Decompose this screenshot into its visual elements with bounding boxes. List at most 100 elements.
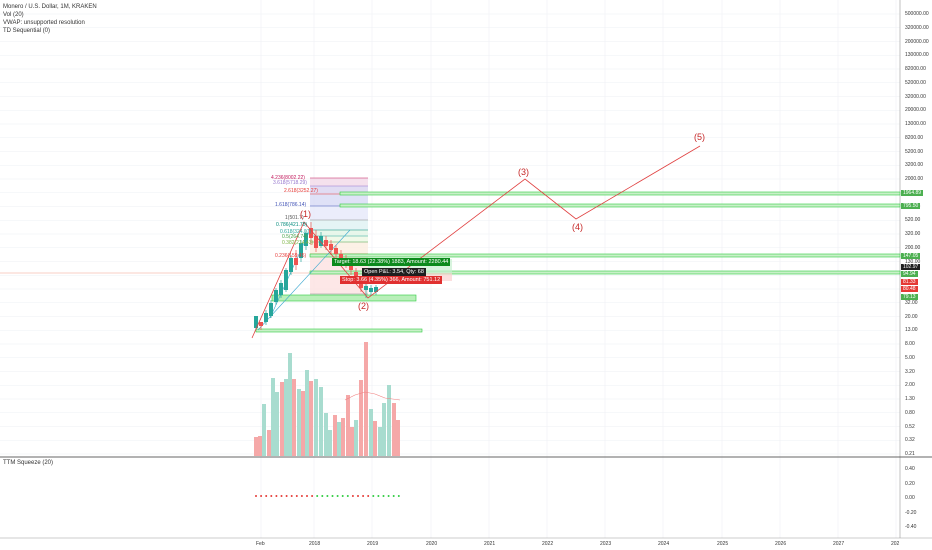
candlestick-series[interactable] [254,222,378,330]
candle-body [319,236,323,246]
candle-body [264,313,268,322]
volume-bar [288,353,292,456]
price-tick: 32000.00 [905,93,926,100]
volume-bar [305,370,309,456]
time-tick: 2018 [309,541,321,547]
time-tick: 2022 [542,541,554,547]
fib-level-label: 0.618(324.07) [280,229,312,235]
price-tick: 20000.00 [905,107,926,114]
squeeze-dot [270,495,273,497]
volume-bar [328,430,332,456]
price-tag: 80.48 [901,286,918,292]
volume-bar [284,379,288,456]
price-tick: 2000.00 [905,176,924,182]
price-tag: 147.05 [901,253,921,259]
volume-bar [314,379,318,456]
candle-body [274,290,278,302]
legend-symbol[interactable]: Monero / U.S. Dollar, 1M, KRAKEN [3,4,97,10]
price-tick: 82000.00 [905,66,926,72]
price-tick: 0.80 [905,409,915,416]
price-tick: 200.00 [905,244,921,251]
fib-level-label: 0.786(421.78) [276,222,308,228]
price-tick: 200000.00 [905,38,929,45]
squeeze-dot [265,495,268,497]
volume-bar [387,385,391,456]
price-tick: 130.00 [905,258,921,265]
price-tag: 94.94 [901,271,918,277]
candle-body [289,258,293,272]
squeeze-tick: 0.20 [905,480,915,487]
legend-vwap[interactable]: VWAP: unsupported resolution [3,20,85,26]
time-tick: 2021 [484,541,496,547]
squeeze-dot [382,495,385,497]
legend-td[interactable]: TD Sequential (0) [3,28,51,34]
candle-body [324,240,328,246]
candle-body [334,248,338,254]
target-label[interactable]: Target: 18.63 (22.38%) 1883, Amount: 228… [332,258,451,266]
candle-body [364,286,368,290]
squeeze-tick: -0.20 [905,509,917,516]
wave-label: (1) [300,209,311,219]
price-tag: 81.33 [901,279,918,285]
stop-label[interactable]: Stop: 3.66 (4.35%) 366, Amount: 751.12 [340,276,443,284]
squeeze-tick: 0.00 [905,495,915,501]
squeeze-dot [341,495,344,497]
price-tick: 52000.00 [905,79,926,86]
candle-body [354,272,358,278]
price-tag: 79.13 [901,294,918,300]
price-tick: 32.00 [905,299,918,306]
price-tag: 1964.89 [901,190,924,196]
price-tag: 102.97 [901,264,921,270]
volume-bar [373,421,377,456]
wave-label: (4) [572,222,583,232]
candle-body [369,288,373,292]
price-tick: 8.00 [905,341,915,347]
time-tick: 2025 [717,541,729,547]
squeeze-tick: 0.40 [905,466,915,472]
squeeze-dot [275,495,278,497]
volume-bar [341,418,345,456]
volume-bar [258,436,262,456]
squeeze-dot [316,495,319,497]
candle-body [339,254,343,258]
volume-bar [354,420,358,456]
squeeze-title[interactable]: TTM Squeeze (20) [3,460,54,466]
squeeze-dot [290,495,293,497]
volume-bar [301,391,305,456]
fib-level-label: 4.236(8002.22) [271,175,305,181]
price-tick: 500000.00 [905,11,929,17]
candle-body [304,233,308,246]
fib-level-label: 0.5(264.74) [282,234,308,240]
price-tick: 8200.00 [905,134,924,141]
volume-bar [280,382,284,456]
candle-body [314,236,318,248]
price-tick: 520.00 [905,217,921,224]
squeeze-dot [377,495,380,497]
price-tick: 20.00 [905,313,918,320]
volume-bar [396,420,400,456]
volume-bars [254,342,400,456]
open-pl-label[interactable]: Open P&L: 3.54, Qty: 68 [362,268,426,276]
squeeze-dot [346,495,349,497]
price-tick: 0.52 [905,423,915,430]
fib-level-label: 3.618(5718.29) [273,180,307,186]
time-tick: Feb [256,541,265,547]
legend: Monero / U.S. Dollar, 1M, KRAKEN Vol (20… [3,3,97,35]
squeeze-dot [321,495,324,497]
fib-level-label: 1.618(786.14) [275,202,307,208]
price-tag: 795.50 [901,203,921,209]
squeeze-dot [397,495,400,497]
squeeze-dot [255,495,257,497]
legend-vol[interactable]: Vol (20) [3,12,24,18]
volume-bar [382,403,386,456]
price-tick: 13000.00 [905,121,926,127]
trend-channel[interactable] [257,229,351,331]
elliott-wave-projection[interactable] [251,145,701,339]
candle-body [349,266,353,270]
volume-bar [337,422,341,456]
volume-bar [297,389,301,456]
price-tick: 130000.00 [905,52,929,59]
fib-level-label: 2.618(3252.27) [284,188,318,194]
volume-bar [346,395,350,456]
